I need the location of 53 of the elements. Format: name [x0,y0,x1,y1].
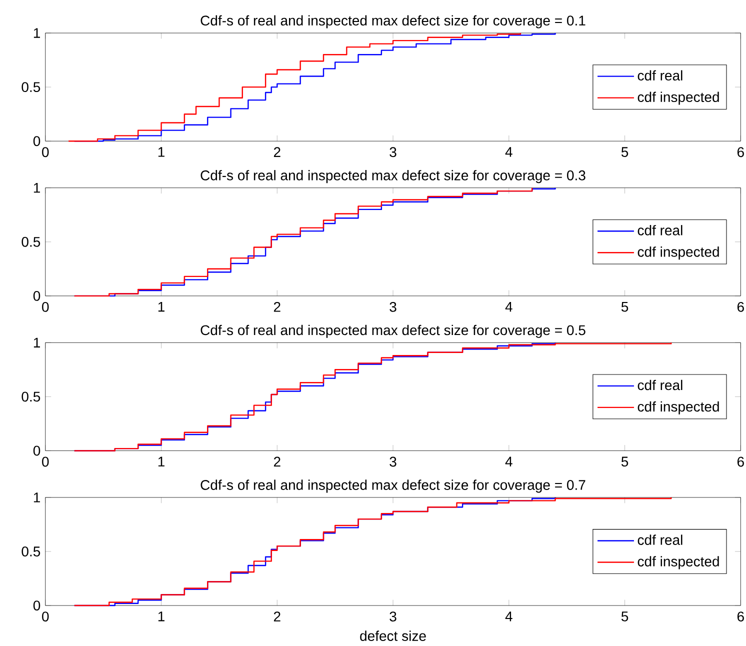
chart-title: Cdf-s of real and inspected max defect size for coverage = 0.5 [200,325,586,338]
legend-label: cdf real [638,534,682,546]
x-tick-label: 3 [390,302,396,312]
y-tick-label: 0 [33,291,40,302]
y-tick-label: 0 [33,446,40,456]
chart-title: Cdf-s of real and inspected max defect size for coverage = 0.1 [200,15,586,29]
x-tick-label: 5 [621,302,628,312]
x-tick-label: 4 [505,147,512,158]
y-tick-label: 0.5 [22,546,40,557]
x-tick-label: 5 [621,147,628,158]
x-tick-label: 6 [737,147,744,158]
x-tick-label: 1 [158,147,164,158]
x-tick-label: 2 [274,457,280,467]
x-tick-label: 5 [621,457,628,467]
chart-title: Cdf-s of real and inspected max defect size for coverage = 0.7 [200,480,586,493]
x-tick-label: 6 [737,302,744,312]
x-tick-label: 2 [274,302,280,312]
y-tick-label: 0.5 [22,392,40,402]
legend-label: cdf inspected [638,246,719,260]
legend-label: cdf inspected [638,92,719,106]
x-tick-label: 0 [42,302,49,312]
chart-title: Cdf-s of real and inspected max defect size for coverage = 0.3 [200,170,586,184]
x-tick-label: 6 [737,612,744,622]
x-tick-label: 1 [158,612,164,622]
legend-label: cdf real [638,380,682,390]
y-tick-label: 0.5 [22,237,40,248]
x-tick-label: 4 [505,302,512,312]
y-tick-label: 0 [33,600,40,611]
x-tick-label: 0 [42,612,49,622]
legend-label: cdf inspected [638,402,719,415]
x-tick-label: 6 [737,457,744,467]
x-tick-label: 0 [42,457,49,467]
y-tick-label: 0 [33,136,40,146]
legend-label: cdf real [638,70,682,81]
x-tick-label: 5 [621,612,628,622]
x-tick-label: 3 [390,612,396,622]
x-tick-label: 3 [390,147,396,158]
x-tick-label: 3 [390,457,396,467]
y-tick-label: 0.5 [22,82,40,92]
x-tick-label: 0 [42,147,49,158]
x-tick-label: 1 [158,457,164,467]
x-tick-label: 1 [158,302,164,312]
x-tick-label: 4 [505,457,512,467]
y-tick-label: 1 [34,183,40,193]
y-tick-label: 1 [34,28,40,38]
legend-label: cdf real [638,225,682,236]
x-axis-title: defect size [360,630,426,642]
y-tick-label: 1 [34,492,40,502]
x-tick-label: 2 [274,612,280,622]
x-tick-label: 2 [274,147,280,158]
y-tick-label: 1 [34,338,40,348]
x-tick-label: 4 [505,612,512,622]
legend-label: cdf inspected [638,556,719,570]
